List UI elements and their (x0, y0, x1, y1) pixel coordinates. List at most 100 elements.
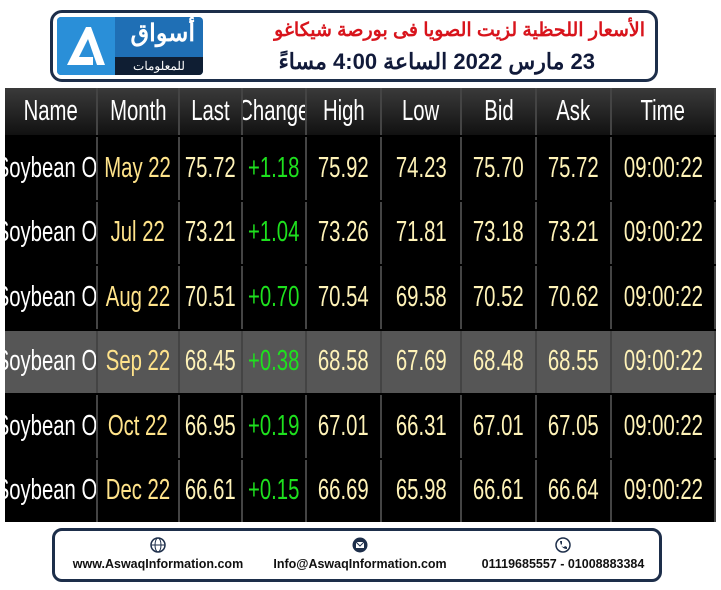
table-cell: 70.54 (307, 266, 382, 329)
table-cell-text: Soybean Oil (5, 216, 97, 249)
table-cell-text: 66.61 (473, 474, 524, 507)
table-cell: Soybean Oil (5, 330, 98, 393)
table-cell-text: 09:00:22 (623, 216, 703, 249)
table-cell-text: 74.23 (395, 151, 447, 184)
table-cell-text: +0.38 (248, 345, 300, 378)
table-cell-text: 68.48 (473, 345, 524, 378)
column-header: Ask (537, 88, 612, 135)
table-cell-text: 66.31 (395, 409, 447, 442)
column-header-text: Low (402, 95, 440, 127)
table-cell: 67.01 (307, 395, 382, 458)
table-cell: May 22 (98, 137, 180, 200)
table-cell: +0.15 (243, 459, 307, 522)
table-cell: 66.64 (537, 459, 612, 522)
table-cell: 67.05 (537, 395, 612, 458)
table-cell: 73.26 (307, 201, 382, 264)
table-cell: 66.31 (382, 395, 462, 458)
table-cell-text: 68.55 (548, 345, 599, 378)
column-header-text: Last (191, 95, 230, 127)
table-cell: 75.72 (180, 137, 243, 200)
table-cell: 70.51 (180, 266, 243, 329)
website-item: www.AswaqInformation.com (63, 537, 253, 571)
table-cell-text: 70.54 (318, 280, 369, 313)
table-cell: 68.55 (537, 330, 612, 393)
table-cell: 67.01 (462, 395, 537, 458)
table-cell: 09:00:22 (612, 137, 716, 200)
table-cell: 70.52 (462, 266, 537, 329)
phone: 01119685557 - 01008883384 (481, 557, 645, 571)
table-cell-text: Aug 22 (105, 280, 171, 313)
header: أسواق للمعلومات الأسعار اللحظية لزيت الص… (50, 10, 658, 82)
table-cell: Sep 22 (98, 330, 180, 393)
table-cell-text: Soybean Oil (5, 151, 97, 184)
table-cell-text: +0.70 (248, 280, 300, 313)
table-cell-text: 75.72 (548, 151, 599, 184)
table-cell: 66.61 (462, 459, 537, 522)
column-header: Last (180, 88, 243, 135)
table-cell: Dec 22 (98, 459, 180, 522)
table-cell: 75.92 (307, 137, 382, 200)
column-header-text: Bid (483, 95, 514, 127)
table-cell: +0.38 (243, 330, 307, 393)
table-cell-text: Soybean Oil (5, 474, 97, 507)
table-cell-text: Sep 22 (105, 345, 171, 378)
table-cell: 75.70 (462, 137, 537, 200)
table-cell-text: 66.64 (548, 474, 599, 507)
column-header: Month (98, 88, 180, 135)
table-cell: Soybean Oil (5, 459, 98, 522)
table-cell-text: Jul 22 (110, 216, 166, 249)
table-cell: 69.58 (382, 266, 462, 329)
logo-name: أسواق (130, 20, 195, 47)
table-cell-text: 67.01 (473, 409, 524, 442)
table-cell: +0.70 (243, 266, 307, 329)
table-cell-text: Soybean Oil (5, 345, 97, 378)
table-cell: 09:00:22 (612, 330, 716, 393)
table-cell-text: 75.72 (185, 151, 236, 184)
column-header: Low (382, 88, 462, 135)
table-cell-text: 73.21 (185, 216, 236, 249)
table-cell: 66.95 (180, 395, 243, 458)
title: الأسعار اللحظية لزيت الصويا فى بورصة شيك… (274, 20, 645, 41)
table-cell: 75.72 (537, 137, 612, 200)
table-cell-text: Soybean Oil (5, 280, 97, 313)
table-cell: Soybean Oil (5, 266, 98, 329)
table-cell-text: 09:00:22 (623, 474, 703, 507)
website: www.AswaqInformation.com (72, 557, 244, 571)
table-cell: 66.61 (180, 459, 243, 522)
table-cell: +1.04 (243, 201, 307, 264)
column-header-text: Time (640, 95, 686, 127)
table-cell: 09:00:22 (612, 395, 716, 458)
table-cell: 67.69 (382, 330, 462, 393)
email-item: Info@AswaqInformation.com (260, 537, 460, 571)
table-cell-text: +0.15 (248, 474, 300, 507)
table-cell-text: 73.26 (318, 216, 369, 249)
footer: www.AswaqInformation.com Info@AswaqInfor… (52, 528, 662, 582)
column-header-text: Ask (556, 95, 591, 127)
table-cell: 68.48 (462, 330, 537, 393)
column-header: High (307, 88, 382, 135)
table-cell: 09:00:22 (612, 266, 716, 329)
table-cell: +0.19 (243, 395, 307, 458)
column-header-text: Month (109, 95, 167, 127)
logo-tagline: للمعلومات (115, 57, 203, 75)
table-cell-text: 66.61 (185, 474, 236, 507)
table-cell-text: Oct 22 (108, 409, 168, 442)
table-cell-text: 75.70 (473, 151, 524, 184)
table-cell-text: 09:00:22 (623, 345, 703, 378)
column-header-text: Change (243, 95, 307, 127)
table-cell: 70.62 (537, 266, 612, 329)
table-cell-text: 75.92 (318, 151, 369, 184)
table-cell-text: 70.51 (185, 280, 236, 313)
table-cell-text: 67.69 (395, 345, 447, 378)
table-cell-text: 65.98 (395, 474, 447, 507)
table-cell-text: 09:00:22 (623, 409, 703, 442)
table-cell-text: 69.58 (395, 280, 447, 313)
table-cell: 68.45 (180, 330, 243, 393)
table-cell-text: May 22 (104, 151, 172, 184)
table-cell-text: 71.81 (395, 216, 447, 249)
column-header-text: High (322, 95, 365, 127)
table-cell-text: 09:00:22 (623, 280, 703, 313)
table-cell-text: 67.01 (318, 409, 369, 442)
table-cell: 73.21 (180, 201, 243, 264)
table-cell-text: 73.18 (473, 216, 524, 249)
